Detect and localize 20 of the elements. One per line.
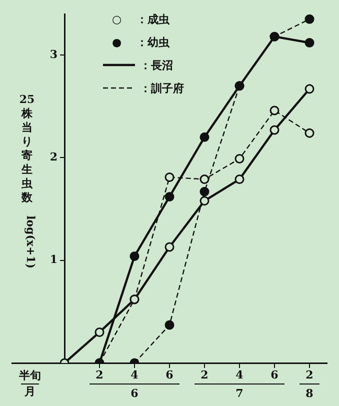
text: 25株当り寄生虫数 log(x+1) [19,92,38,269]
text: 月 [24,384,36,398]
y-tick-label: 3 [50,48,58,61]
text: 7 [236,386,244,400]
text: 8 [306,386,314,400]
x-tick-label: 4 [236,368,244,382]
annotation: ：訓子府 [140,82,184,95]
x-tick-label: 2 [96,368,104,382]
annotation: ● ：幼虫 [112,36,170,49]
x-tick-label: 6 [166,368,174,382]
x-axis-title: 半旬 [18,368,41,382]
x-tick-label: 2 [200,368,208,382]
x-tick-label: 6 [270,368,279,382]
annotation: ：長沼 [140,58,173,72]
x-tick-label: 4 [130,368,139,382]
annotation: ○ ：成虫 [112,12,170,26]
y-tick-label: 1 [50,253,58,266]
x-tick-label: 2 [306,368,314,382]
text: 6 [130,386,139,400]
y-tick-label: 2 [50,150,58,164]
